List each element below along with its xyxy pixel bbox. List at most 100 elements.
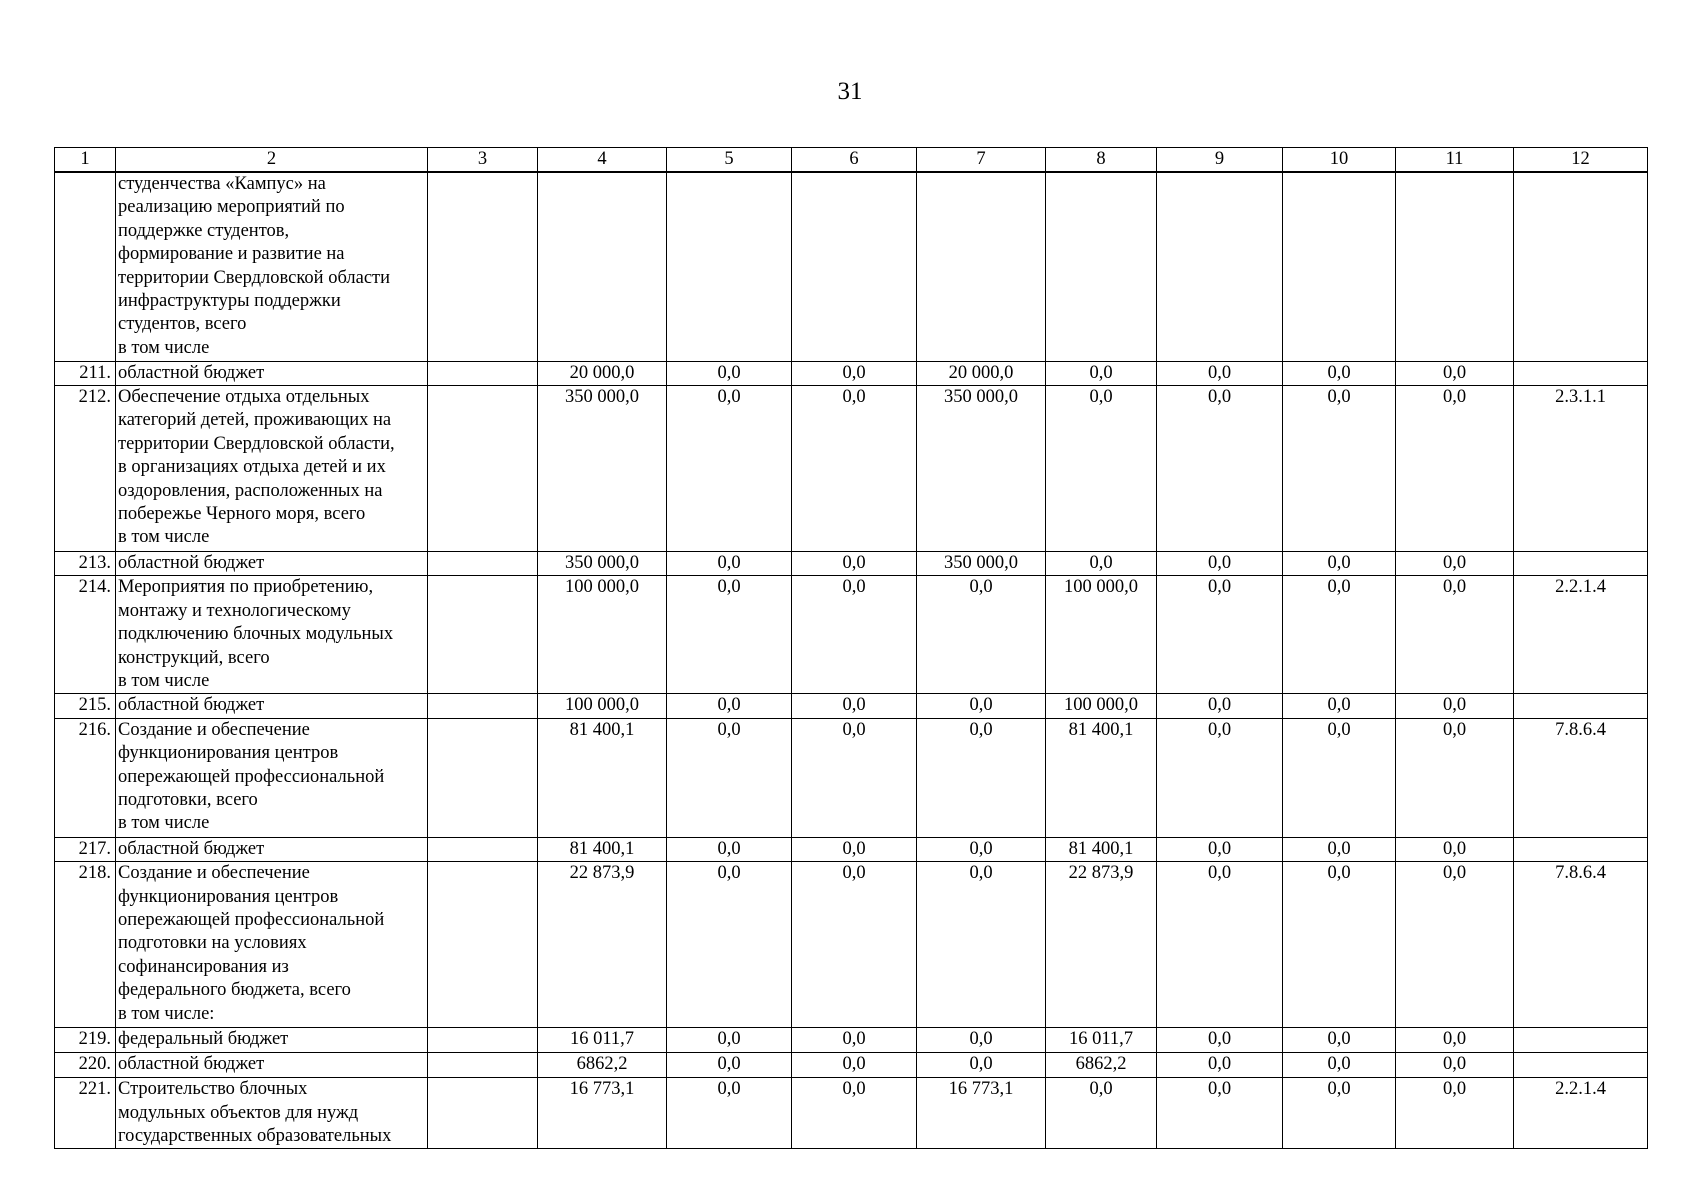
value-cell: 0,0 bbox=[666, 1027, 792, 1054]
row-number: 221. bbox=[54, 1077, 116, 1150]
value-cell: 0,0 bbox=[1395, 384, 1514, 552]
value-cell: 0,0 bbox=[1395, 836, 1514, 863]
column-3-cell bbox=[427, 384, 538, 552]
value-cell: 100 000,0 bbox=[537, 693, 667, 719]
row-description: студенчества «Кампус» на реализацию мероп… bbox=[115, 171, 428, 362]
value-cell: 81 400,1 bbox=[537, 836, 667, 863]
description-line: Обеспечение отдыха отдельных bbox=[118, 386, 370, 407]
description-line: категорий детей, проживающих на bbox=[118, 410, 392, 431]
value-cell: 0,0 bbox=[1045, 550, 1157, 577]
value-cell: 0,0 bbox=[1395, 1052, 1514, 1079]
value-cell bbox=[1156, 171, 1283, 362]
column-header: 6 bbox=[791, 147, 917, 173]
value-cell: 22 873,9 bbox=[1045, 861, 1157, 1029]
value-cell: 0,0 bbox=[1045, 360, 1157, 386]
row-number: 213. bbox=[54, 550, 116, 577]
header-row: 1 2 3 4 5 6 7 8 9 10 11 12 bbox=[54, 147, 1648, 173]
description-line: областной бюджет bbox=[118, 838, 265, 859]
value-cell: 0,0 bbox=[916, 836, 1046, 863]
table-row: 218. Создание и обеспечение функционирован… bbox=[54, 861, 1648, 1029]
description-line: федеральный бюджет bbox=[118, 1029, 289, 1050]
column-3-cell bbox=[427, 1027, 538, 1054]
code-cell bbox=[1513, 1027, 1648, 1054]
value-cell: 0,0 bbox=[916, 861, 1046, 1029]
row-description: областной бюджет bbox=[115, 836, 428, 863]
value-cell: 16 773,1 bbox=[537, 1077, 667, 1150]
value-cell: 6862,2 bbox=[537, 1052, 667, 1079]
column-3-cell bbox=[427, 717, 538, 838]
value-cell bbox=[916, 171, 1046, 362]
description-line: областной бюджет bbox=[118, 362, 265, 383]
description-line: функционирования центров bbox=[118, 743, 339, 764]
row-number: 214. bbox=[54, 575, 116, 695]
value-cell: 0,0 bbox=[1156, 1077, 1283, 1150]
table-row: 216. Создание и обеспечение функционирован… bbox=[54, 717, 1648, 838]
value-cell: 0,0 bbox=[1156, 861, 1283, 1029]
value-cell: 0,0 bbox=[1282, 360, 1396, 386]
value-cell: 16 011,7 bbox=[537, 1027, 667, 1054]
value-cell: 0,0 bbox=[666, 861, 792, 1029]
row-description: Мероприятия по приобретению, монтажу и те… bbox=[115, 575, 428, 695]
table-row: 212. Обеспечение отдыха отдельных категори… bbox=[54, 384, 1648, 552]
description-line: Создание и обеспечение bbox=[118, 863, 310, 884]
table-row: 214. Мероприятия по приобретению, монтажу … bbox=[54, 575, 1648, 695]
table-row: 215. областной бюджет 100 000,0 0,0 0,0 0,0 10… bbox=[54, 693, 1648, 719]
value-cell: 0,0 bbox=[916, 1027, 1046, 1054]
row-number: 220. bbox=[54, 1052, 116, 1079]
row-description: областной бюджет bbox=[115, 1052, 428, 1079]
value-cell: 81 400,1 bbox=[1045, 717, 1157, 838]
value-cell: 81 400,1 bbox=[537, 717, 667, 838]
description-line: опережающей профессиональной bbox=[118, 909, 385, 930]
code-cell bbox=[1513, 171, 1648, 362]
value-cell: 0,0 bbox=[1282, 836, 1396, 863]
value-cell: 0,0 bbox=[791, 384, 917, 552]
code-cell: 7.8.6.4 bbox=[1513, 861, 1648, 1029]
value-cell bbox=[1395, 171, 1514, 362]
value-cell: 0,0 bbox=[666, 550, 792, 577]
description-line: модульных объектов для нужд bbox=[118, 1102, 359, 1123]
description-line: реализацию мероприятий по bbox=[118, 197, 345, 218]
code-cell bbox=[1513, 1052, 1648, 1079]
row-number: 216. bbox=[54, 717, 116, 838]
row-description: Обеспечение отдыха отдельных категорий де… bbox=[115, 384, 428, 552]
column-header: 12 bbox=[1513, 147, 1648, 173]
value-cell: 0,0 bbox=[1156, 836, 1283, 863]
code-cell bbox=[1513, 836, 1648, 863]
budget-table: 1 2 3 4 5 6 7 8 9 10 11 12 студенчества «Кампус» на р… bbox=[54, 147, 1648, 1150]
value-cell: 100 000,0 bbox=[537, 575, 667, 695]
row-number: 215. bbox=[54, 693, 116, 719]
value-cell: 0,0 bbox=[791, 1027, 917, 1054]
column-3-cell bbox=[427, 1052, 538, 1079]
column-header: 1 bbox=[54, 147, 116, 173]
value-cell: 0,0 bbox=[1395, 575, 1514, 695]
value-cell bbox=[666, 171, 792, 362]
value-cell: 0,0 bbox=[791, 1077, 917, 1150]
value-cell: 0,0 bbox=[1282, 861, 1396, 1029]
description-line: студентов, всего bbox=[118, 314, 247, 335]
value-cell bbox=[1282, 171, 1396, 362]
value-cell: 0,0 bbox=[916, 717, 1046, 838]
description-line: федерального бюджета, всего bbox=[118, 980, 351, 1001]
value-cell: 350 000,0 bbox=[916, 384, 1046, 552]
column-3-cell bbox=[427, 693, 538, 719]
code-cell: 2.2.1.4 bbox=[1513, 575, 1648, 695]
value-cell: 0,0 bbox=[1395, 550, 1514, 577]
value-cell bbox=[537, 171, 667, 362]
value-cell: 0,0 bbox=[916, 575, 1046, 695]
value-cell: 0,0 bbox=[666, 1077, 792, 1150]
code-cell: 2.2.1.4 bbox=[1513, 1077, 1648, 1150]
description-line: территории Свердловской области bbox=[118, 267, 391, 288]
value-cell: 0,0 bbox=[1156, 550, 1283, 577]
value-cell: 0,0 bbox=[666, 717, 792, 838]
value-cell: 22 873,9 bbox=[537, 861, 667, 1029]
value-cell: 0,0 bbox=[916, 1052, 1046, 1079]
description-line: в том числе bbox=[118, 527, 210, 548]
value-cell: 0,0 bbox=[1156, 1052, 1283, 1079]
description-line: в том числе bbox=[118, 813, 210, 834]
column-header: 10 bbox=[1282, 147, 1396, 173]
value-cell bbox=[791, 171, 917, 362]
value-cell: 6862,2 bbox=[1045, 1052, 1157, 1079]
value-cell: 0,0 bbox=[1395, 1077, 1514, 1150]
code-cell: 2.3.1.1 bbox=[1513, 384, 1648, 552]
value-cell: 0,0 bbox=[1156, 575, 1283, 695]
